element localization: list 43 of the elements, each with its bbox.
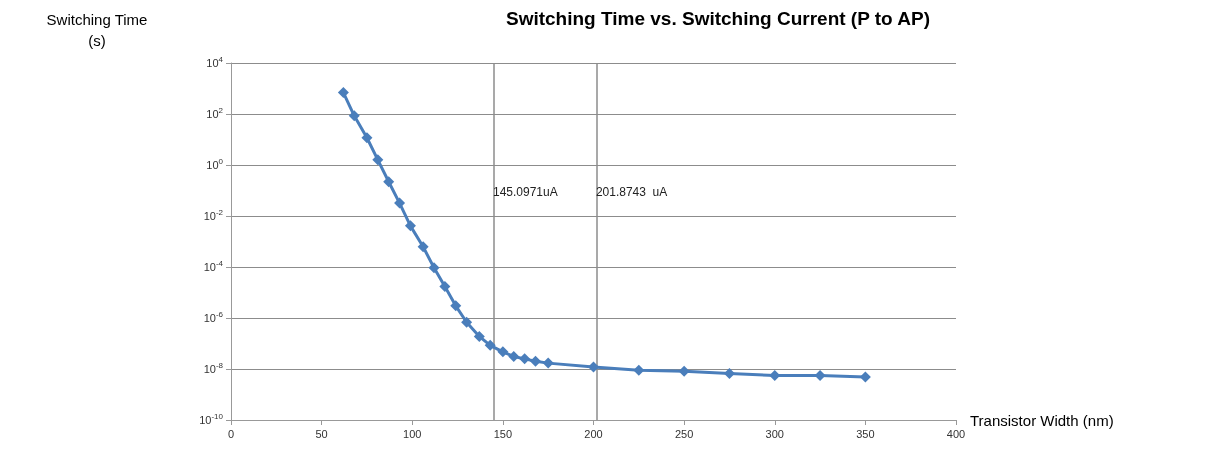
point <box>530 355 541 367</box>
y-tick-label: 10$^{-2}$ <box>203 208 223 223</box>
x-tick-label: 200 <box>584 427 603 440</box>
point <box>361 132 373 144</box>
point <box>473 330 485 342</box>
x-axis-title: Transistor Width (nm) <box>970 411 1114 429</box>
x-tick-label: 100 <box>403 427 422 440</box>
point <box>348 110 360 122</box>
y-tick-label: 10$^{-4}$ <box>203 259 223 274</box>
point <box>542 357 554 369</box>
point <box>372 154 384 166</box>
x-tick-label: 150 <box>493 427 513 440</box>
point <box>723 368 735 380</box>
x-tick-label: 0 <box>227 427 235 440</box>
y-tick-label: 10$^{-6}$ <box>203 310 223 325</box>
x-tick-label: 400 <box>946 427 966 440</box>
point <box>439 281 451 293</box>
point <box>417 241 429 253</box>
point <box>337 87 349 99</box>
point <box>394 197 406 209</box>
point <box>588 361 599 373</box>
point <box>383 176 395 188</box>
point <box>450 300 462 312</box>
y-tick-label: 10$^{-10}$ <box>199 412 223 427</box>
x-tick-label: 250 <box>674 427 694 440</box>
point <box>519 353 531 365</box>
point <box>404 220 416 232</box>
x-tick-label: 350 <box>856 427 875 440</box>
x-tick-label: 50 <box>315 427 328 440</box>
y-tick-label: 10$^{4}$ <box>206 55 223 70</box>
y-axis-title: Switching Time (s) <box>46 11 148 49</box>
point <box>461 316 473 328</box>
point <box>508 350 520 362</box>
ref-line-label: 201.8743 uA <box>595 185 668 199</box>
point <box>428 262 440 274</box>
y-tick-label: 10$^{-8}$ <box>203 361 223 376</box>
y-tick-label: 10$^{2}$ <box>206 106 223 121</box>
chart-title: Switching Time vs. Switching Current (P to AP) <box>505 8 931 29</box>
x-tick-label: 300 <box>765 427 784 440</box>
point <box>497 346 509 358</box>
y-tick-label: 10$^{0}$ <box>206 157 223 172</box>
point <box>484 339 496 351</box>
ref-line-label: 145.0971uA <box>492 185 558 199</box>
